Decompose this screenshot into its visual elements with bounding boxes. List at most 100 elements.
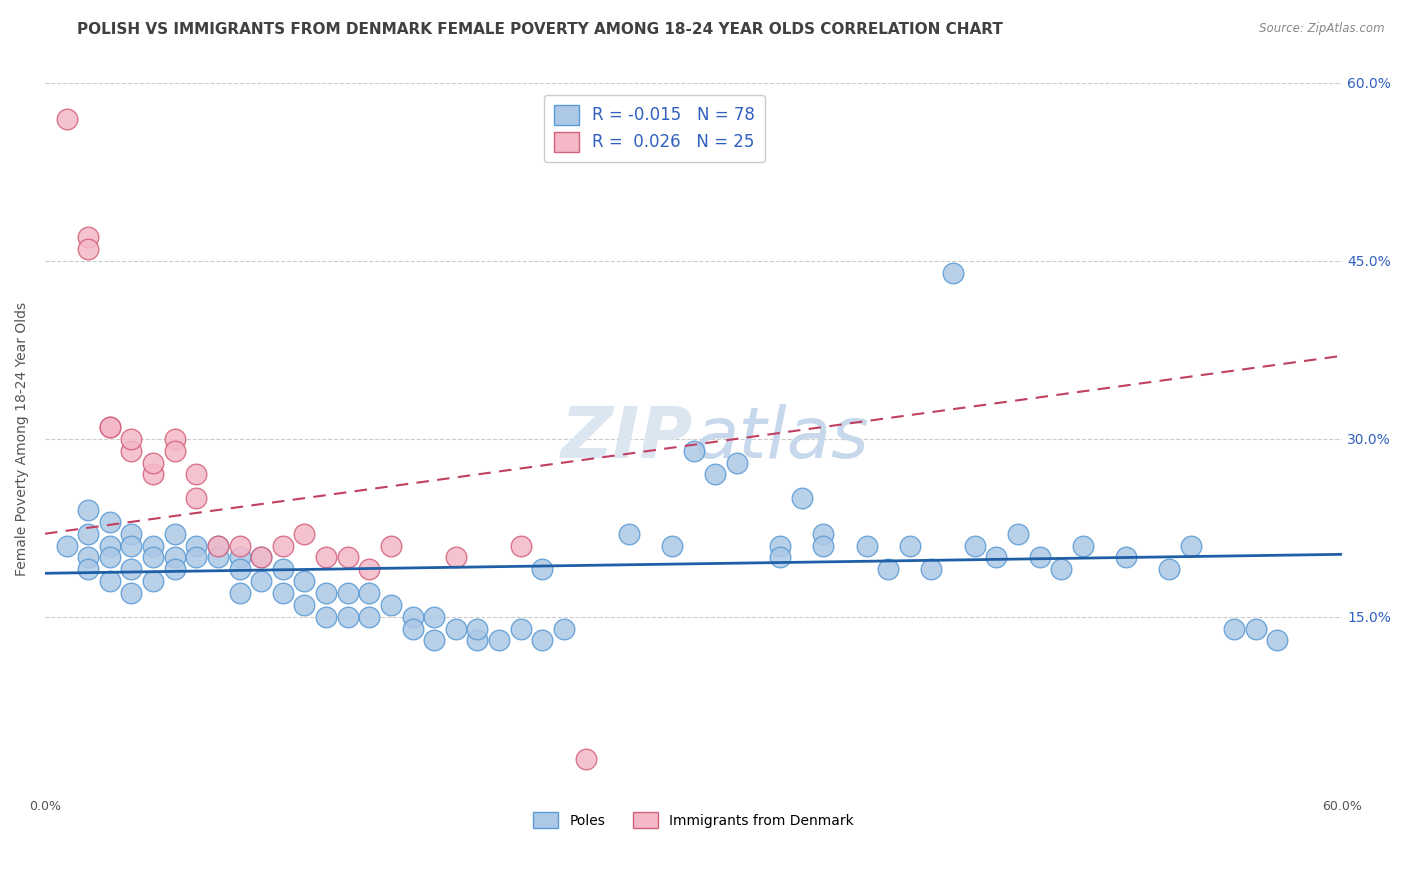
Point xyxy=(98,574,121,589)
Point xyxy=(294,598,316,612)
Point xyxy=(813,539,835,553)
Point xyxy=(1159,562,1181,576)
Point xyxy=(207,550,229,565)
Point xyxy=(142,539,165,553)
Point xyxy=(120,539,142,553)
Point xyxy=(186,467,208,482)
Point xyxy=(250,550,273,565)
Point xyxy=(207,539,229,553)
Point xyxy=(986,550,1008,565)
Point xyxy=(336,550,359,565)
Text: Source: ZipAtlas.com: Source: ZipAtlas.com xyxy=(1260,22,1385,36)
Point xyxy=(1071,539,1094,553)
Point xyxy=(1180,539,1202,553)
Point xyxy=(228,550,250,565)
Text: atlas: atlas xyxy=(693,404,869,474)
Legend: Poles, Immigrants from Denmark: Poles, Immigrants from Denmark xyxy=(527,806,859,834)
Point xyxy=(553,622,575,636)
Point xyxy=(294,574,316,589)
Point xyxy=(77,230,100,244)
Point xyxy=(250,574,273,589)
Point xyxy=(725,456,748,470)
Point xyxy=(704,467,727,482)
Point xyxy=(855,539,877,553)
Point xyxy=(509,622,531,636)
Point xyxy=(77,242,100,256)
Point xyxy=(1050,562,1073,576)
Point xyxy=(898,539,921,553)
Point xyxy=(142,574,165,589)
Point xyxy=(769,539,792,553)
Point xyxy=(120,526,142,541)
Point xyxy=(401,622,423,636)
Point xyxy=(942,266,965,280)
Point xyxy=(359,586,381,600)
Point xyxy=(315,609,337,624)
Point xyxy=(813,526,835,541)
Point xyxy=(661,539,683,553)
Point xyxy=(142,467,165,482)
Point xyxy=(77,550,100,565)
Point xyxy=(228,562,250,576)
Point xyxy=(315,586,337,600)
Point xyxy=(294,526,316,541)
Point xyxy=(380,598,402,612)
Point xyxy=(877,562,900,576)
Point xyxy=(1028,550,1050,565)
Text: POLISH VS IMMIGRANTS FROM DENMARK FEMALE POVERTY AMONG 18-24 YEAR OLDS CORRELATI: POLISH VS IMMIGRANTS FROM DENMARK FEMALE… xyxy=(77,22,1004,37)
Point xyxy=(163,562,186,576)
Point xyxy=(423,633,446,648)
Point xyxy=(77,562,100,576)
Point xyxy=(359,609,381,624)
Point xyxy=(98,539,121,553)
Point xyxy=(98,420,121,434)
Point xyxy=(77,503,100,517)
Point xyxy=(423,609,446,624)
Point xyxy=(769,550,792,565)
Point xyxy=(531,562,554,576)
Point xyxy=(963,539,986,553)
Point xyxy=(142,550,165,565)
Point xyxy=(920,562,942,576)
Point xyxy=(488,633,510,648)
Point xyxy=(380,539,402,553)
Point xyxy=(401,609,423,624)
Point xyxy=(1223,622,1246,636)
Point xyxy=(444,622,467,636)
Point xyxy=(55,112,77,126)
Point xyxy=(574,752,596,766)
Y-axis label: Female Poverty Among 18-24 Year Olds: Female Poverty Among 18-24 Year Olds xyxy=(15,301,30,576)
Point xyxy=(228,586,250,600)
Point xyxy=(336,609,359,624)
Point xyxy=(336,586,359,600)
Point xyxy=(98,420,121,434)
Point xyxy=(359,562,381,576)
Point xyxy=(1115,550,1137,565)
Point xyxy=(163,550,186,565)
Point xyxy=(271,562,294,576)
Point xyxy=(250,550,273,565)
Point xyxy=(444,550,467,565)
Point xyxy=(271,586,294,600)
Point xyxy=(1007,526,1029,541)
Point xyxy=(120,443,142,458)
Point xyxy=(467,622,489,636)
Point xyxy=(55,539,77,553)
Point xyxy=(77,526,100,541)
Text: ZIP: ZIP xyxy=(561,404,693,474)
Point xyxy=(186,550,208,565)
Point xyxy=(120,586,142,600)
Point xyxy=(467,633,489,648)
Point xyxy=(1244,622,1267,636)
Point xyxy=(531,633,554,648)
Point xyxy=(98,550,121,565)
Point xyxy=(186,539,208,553)
Point xyxy=(120,432,142,446)
Point xyxy=(790,491,813,505)
Point xyxy=(142,456,165,470)
Point xyxy=(315,550,337,565)
Point xyxy=(120,562,142,576)
Point xyxy=(163,526,186,541)
Point xyxy=(271,539,294,553)
Point xyxy=(1267,633,1289,648)
